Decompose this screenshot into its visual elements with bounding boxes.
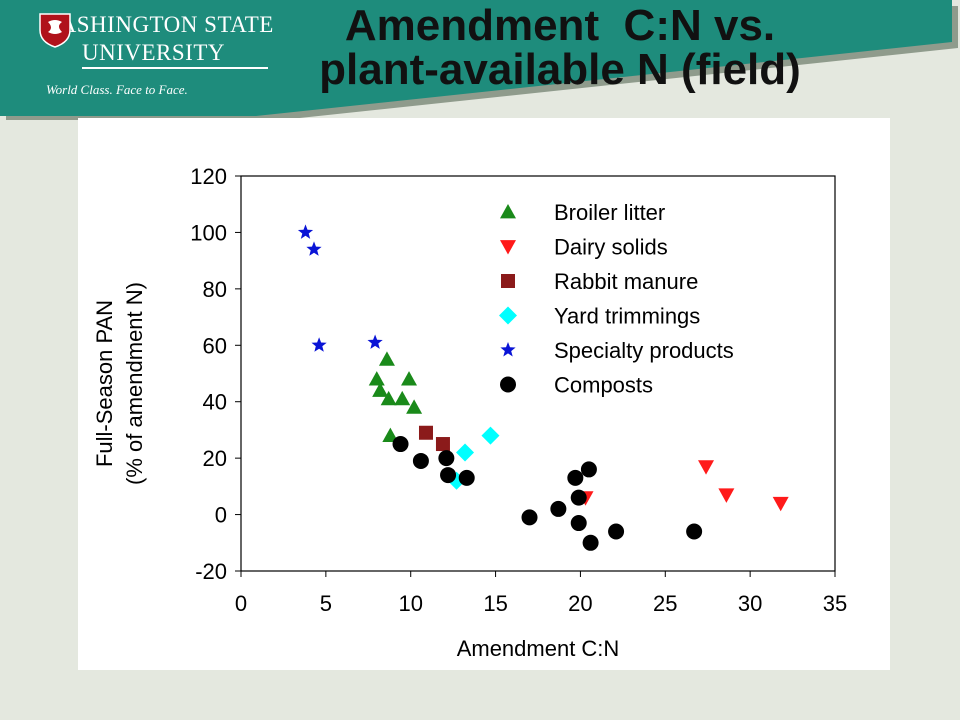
data-point-broiler-litter — [378, 351, 395, 366]
university-name-line2: UNIVERSITY — [82, 40, 225, 65]
wsu-shield-icon — [39, 13, 71, 48]
data-point-composts — [392, 436, 409, 453]
data-point-rabbit-manure — [418, 425, 433, 440]
series-dairy-solids — [577, 460, 789, 512]
scatter-chart: 0 5 10 15 20 25 30 35 -20 0 20 40 60 80 100 120 Broiler… — [92, 164, 847, 661]
y-tick-label: 80 — [203, 277, 227, 302]
x-tick-label: 20 — [568, 591, 592, 616]
y-tick-label: 40 — [203, 390, 227, 415]
y-tick-label: 100 — [190, 220, 227, 245]
legend-label-broiler-litter: Broiler litter — [554, 200, 665, 225]
legend-marker-broiler-litter — [500, 204, 516, 219]
legend-label-composts: Composts — [554, 373, 653, 398]
data-point-broiler-litter — [380, 390, 397, 406]
legend-label-yard-trimmings: Yard trimmings — [554, 304, 700, 329]
legend-label-rabbit-manure: Rabbit manure — [554, 269, 698, 294]
legend-label-dairy-solids: Dairy solids — [554, 235, 668, 260]
logo-divider — [82, 67, 268, 69]
x-tick-label: 25 — [653, 591, 677, 616]
slide-title: Amendment C:N vs. plant-available N (fie… — [240, 4, 880, 92]
university-name-line1: WASHINGTON STATE — [40, 12, 274, 37]
data-point-broiler-litter — [401, 371, 418, 386]
data-point-dairy-solids — [718, 488, 735, 503]
y-tick-label: 60 — [203, 333, 227, 358]
data-point-specialty-products — [311, 337, 327, 352]
axes-layer: 0 5 10 15 20 25 30 35 -20 0 20 40 60 80 100 120 — [190, 164, 847, 616]
x-tick-label: 30 — [738, 591, 762, 616]
data-point-composts — [570, 489, 587, 506]
series-specialty-products — [297, 224, 383, 352]
y-tick-label: 20 — [203, 446, 227, 471]
legend-marker-rabbit-manure — [501, 274, 515, 288]
series-broiler-litter — [368, 351, 423, 442]
data-point-composts — [567, 469, 584, 486]
y-tick-label: 120 — [190, 164, 227, 189]
x-tick-label: 15 — [483, 591, 507, 616]
data-point-composts — [440, 467, 457, 484]
data-point-composts — [550, 500, 567, 517]
data-point-broiler-litter — [368, 371, 385, 386]
y-tick-label: 0 — [215, 503, 227, 528]
header-band: WASHINGTON STATE UNIVERSITY World Class.… — [0, 0, 960, 120]
data-point-composts — [412, 452, 429, 469]
data-point-composts — [438, 450, 455, 467]
y-tick-label: -20 — [195, 559, 227, 584]
data-point-composts — [608, 523, 625, 540]
header-background — [0, 0, 958, 120]
data-point-dairy-solids — [698, 460, 715, 475]
data-point-yard-trimmings — [456, 443, 475, 462]
plot-frame — [240, 175, 836, 572]
data-point-composts — [570, 515, 587, 532]
university-tagline: World Class. Face to Face. — [46, 82, 188, 97]
data-point-yard-trimmings — [481, 426, 500, 445]
points-layer — [297, 224, 789, 551]
data-point-specialty-products — [306, 241, 322, 256]
data-point-broiler-litter — [394, 390, 411, 406]
legend-marker-specialty-products — [500, 342, 516, 357]
data-point-composts — [521, 509, 538, 526]
slide-title-line1: Amendment C:N vs. — [344, 1, 776, 50]
series-composts — [392, 436, 703, 551]
data-point-rabbit-manure — [435, 437, 450, 452]
data-point-composts — [580, 461, 597, 478]
x-axis-label: Amendment C:N — [457, 636, 620, 661]
data-point-broiler-litter — [406, 399, 423, 414]
data-point-broiler-litter — [382, 427, 399, 442]
data-point-specialty-products — [367, 334, 383, 349]
legend-label-specialty-products: Specialty products — [554, 338, 734, 363]
slide-title-line2: plant-available N (field) — [319, 45, 801, 94]
data-point-broiler-litter — [372, 382, 389, 397]
series-rabbit-manure — [418, 425, 450, 452]
data-point-composts — [582, 534, 599, 551]
legend-marker-dairy-solids — [500, 240, 516, 255]
wsu-logo: WASHINGTON STATE UNIVERSITY World Class.… — [38, 12, 273, 112]
y-axis-label-line2: (% of amendment N) — [122, 282, 147, 485]
data-point-dairy-solids — [772, 496, 789, 512]
y-axis-label-line1: Full-Season PAN — [92, 300, 117, 467]
legend-marker-yard-trimmings — [499, 306, 517, 325]
x-tick-label: 0 — [235, 591, 247, 616]
data-point-composts — [458, 469, 475, 486]
chart-panel: 0 5 10 15 20 25 30 35 -20 0 20 40 60 80 100 120 Broiler… — [78, 118, 890, 670]
x-tick-label: 10 — [398, 591, 422, 616]
x-tick-label: 35 — [823, 591, 847, 616]
header-green-panel — [0, 0, 952, 116]
x-tick-label: 5 — [320, 591, 332, 616]
legend: Broiler litter Dairy solids Rabbit manure Y… — [499, 200, 734, 398]
legend-marker-composts — [500, 376, 516, 393]
data-point-composts — [686, 523, 703, 540]
data-point-specialty-products — [297, 224, 314, 239]
